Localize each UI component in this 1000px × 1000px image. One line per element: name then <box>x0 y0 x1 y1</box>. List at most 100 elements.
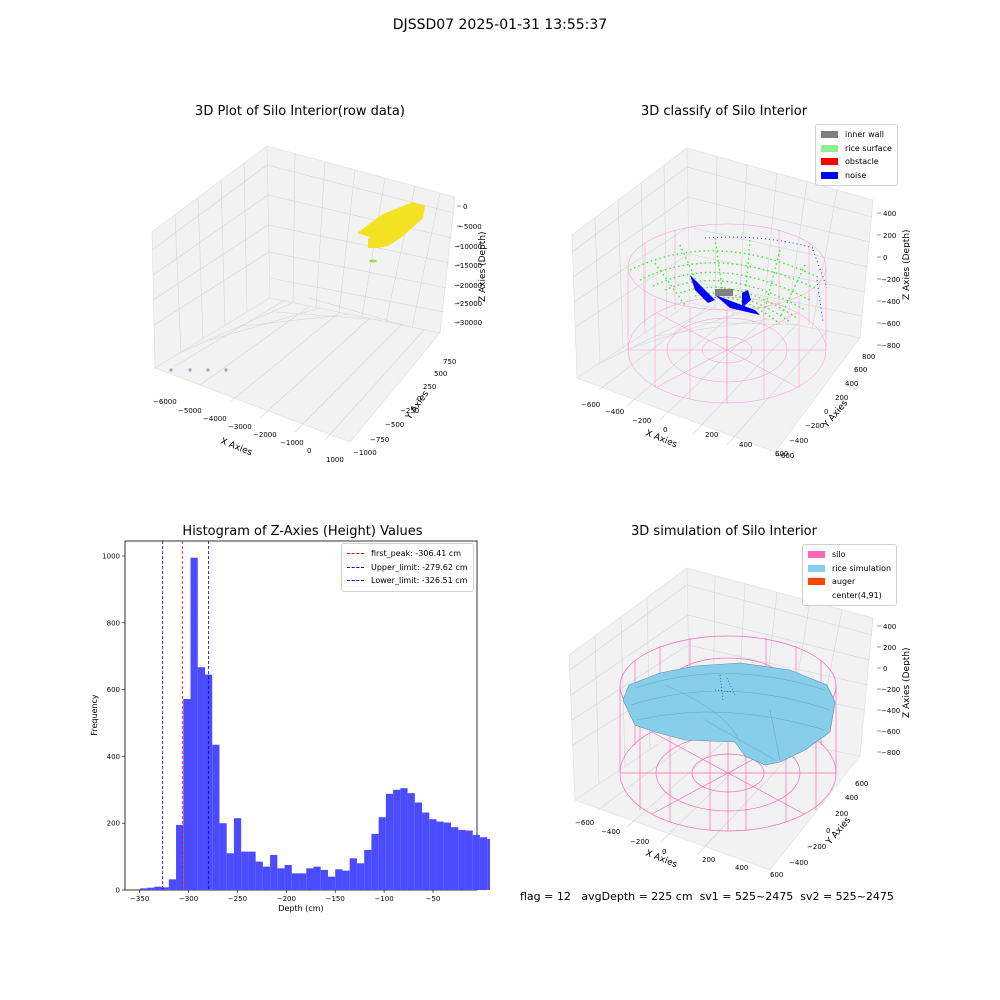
classify-ztick-4: −400 <box>881 298 900 306</box>
classify-ytick-5: 400 <box>845 380 858 388</box>
histogram-marker-lines <box>162 541 209 890</box>
simulation-ytick-1: −200 <box>807 843 826 851</box>
histogram-bar <box>422 812 430 890</box>
histogram-ytick-label: 1000 <box>102 553 120 561</box>
classify-noise-cluster <box>690 275 760 315</box>
raw-ytick-1: −750 <box>370 436 389 444</box>
simulation-ztick-4: −400 <box>881 707 900 715</box>
classify-zlabel: Z Axies (Depth) <box>902 229 910 300</box>
simulation-xtick-4: 200 <box>702 856 715 864</box>
histogram-ytick-label: 800 <box>107 619 120 627</box>
raw-zlabel: Z Axies (Depth) <box>478 231 488 302</box>
legend-noise: noise <box>845 170 867 180</box>
legend-first-peak: first_peak: -306.41 cm <box>371 549 462 559</box>
histogram-bar <box>248 851 256 890</box>
classify-xtick-1: −400 <box>605 408 624 416</box>
histogram-bar <box>472 834 480 890</box>
histogram-xtick-label: −200 <box>277 895 296 903</box>
histogram-bar <box>320 869 328 890</box>
raw-3d-plot: 0 −5000 −10000 −15000 −20000 −25000 −300… <box>151 145 488 464</box>
classify-ytick-1: −400 <box>789 437 808 445</box>
raw-ytick-2: −500 <box>385 421 404 429</box>
simulation-3d-plot: 400 200 0 −200 −400 −600 −800 −600 −400 … <box>568 567 910 879</box>
legend-auger: auger <box>832 577 856 587</box>
simulation-xtick-3: 0 <box>662 848 666 856</box>
raw-gridlines <box>151 153 455 441</box>
histogram-bar <box>241 851 249 890</box>
auger-swatch <box>808 578 825 586</box>
simulation-ztick-3: −200 <box>881 686 900 694</box>
classify-ytick-3: 0 <box>824 408 828 416</box>
histogram-bar <box>414 802 423 890</box>
simulation-ztick-2: 0 <box>883 665 887 673</box>
raw-ytick-5: 250 <box>423 383 436 391</box>
histogram-bar <box>190 557 198 890</box>
classify-ztick-6: −800 <box>881 342 900 350</box>
classify-ztick-0: 400 <box>883 210 896 218</box>
histogram-xticks: −350 −300 −250 −200 −150 −100 −50 <box>130 890 440 903</box>
histogram-bar <box>400 788 408 890</box>
classify-inner-wall-points <box>715 289 733 296</box>
simulation-xtick-1: −400 <box>601 828 620 836</box>
raw-ztick-2: −10000 <box>454 243 482 251</box>
histogram-bar <box>385 793 394 890</box>
raw-pane-floor <box>154 297 441 443</box>
simulation-ytick-3: 200 <box>835 810 848 818</box>
histogram-title: Histogram of Z-Axies (Height) Values <box>182 524 423 539</box>
histogram-xtick-label: −350 <box>130 895 149 903</box>
histogram-bar <box>233 818 242 890</box>
histogram-bar <box>407 793 415 890</box>
legend-lower-limit: Lower_limit: -326.51 cm <box>371 576 468 586</box>
histogram-bar <box>291 873 300 890</box>
raw-ytick-3: −250 <box>400 407 419 415</box>
classify-xtick-0: −600 <box>581 401 600 409</box>
histogram-bar <box>262 866 271 890</box>
legend-rice-simulation: rice simulation <box>832 563 892 573</box>
raw-ytick-0: −1000 <box>353 449 377 457</box>
histogram-bar <box>487 838 490 890</box>
histogram-bar <box>364 849 372 890</box>
simulation-auger <box>714 674 736 701</box>
classify-pane-floor <box>576 302 861 453</box>
histogram-bar <box>299 873 307 890</box>
histogram-bar <box>356 863 365 890</box>
raw-ztick-1: −5000 <box>458 223 482 231</box>
raw-xtick-4: −2000 <box>253 431 277 439</box>
histogram-bar <box>219 823 227 890</box>
simulation-xtick-2: −200 <box>630 838 649 846</box>
histogram-bar <box>226 853 234 890</box>
histogram-bar <box>393 789 401 890</box>
obstacle-swatch <box>821 158 838 166</box>
simulation-ztick-6: −800 <box>881 749 900 757</box>
simulation-legend: silo rice simulation auger center(4,91) <box>802 544 898 606</box>
legend-obstacle: obstacle <box>845 157 879 167</box>
histogram-bar <box>450 827 459 890</box>
histogram-bar <box>284 864 292 890</box>
histogram-bar <box>458 829 466 890</box>
raw-xtick-7: 1000 <box>326 456 344 464</box>
first-peak-line-key <box>347 553 364 555</box>
histogram-bar <box>183 698 191 890</box>
simulation-ztick-1: 200 <box>883 644 896 652</box>
histogram-ytick-label: 600 <box>107 686 120 694</box>
status-sv1: sv1 = 525~2475 <box>699 890 794 903</box>
raw-xlabel: X Axies <box>219 437 254 459</box>
histogram-ytick-label: 200 <box>107 820 120 828</box>
classify-ytick-0: −600 <box>775 452 794 460</box>
classify-axis-ticks <box>877 212 881 346</box>
histogram-xtick-label: −150 <box>326 895 345 903</box>
histogram-legend: first_peak: -306.41 cm Upper_limit: -279… <box>341 543 474 592</box>
legend-inner-wall: inner wall <box>845 130 885 140</box>
histogram-chart: −350 −300 −250 −200 −150 −100 −50 0 200 400 600 80… <box>90 540 490 913</box>
histogram-bar <box>270 854 278 890</box>
histogram-ytick-label: 0 <box>116 887 120 895</box>
simulation-rice-surface <box>622 662 836 766</box>
histogram-xlabel: Depth (cm) <box>278 904 323 913</box>
simulation-ztick-5: −600 <box>881 728 900 736</box>
histogram-xtick-label: −300 <box>179 895 198 903</box>
raw-point-cloud-base <box>368 238 380 248</box>
histogram-xtick-label: −50 <box>426 895 441 903</box>
histogram-bar <box>371 833 379 890</box>
histogram-bar <box>465 830 473 890</box>
upper-limit-line-key <box>347 566 364 568</box>
